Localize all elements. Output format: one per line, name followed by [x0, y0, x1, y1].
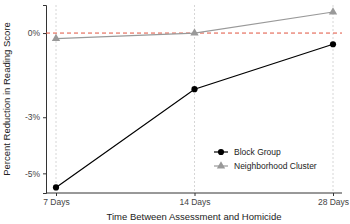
- legend: Block Group Neighborhood Cluster: [214, 147, 317, 171]
- y-tick-mark: [43, 173, 46, 174]
- y-axis: -5% -3% 0%: [25, 6, 47, 194]
- y-tick-label: 0%: [28, 28, 41, 38]
- y-tick: 0%: [28, 28, 46, 38]
- series-line: [56, 44, 333, 187]
- legend-label: Block Group: [234, 147, 281, 157]
- legend-symbol: [218, 149, 224, 155]
- series-line: [56, 12, 333, 39]
- x-tick: 7 Days: [43, 193, 69, 207]
- x-tick-mark: [333, 193, 334, 196]
- legend-label: Neighborhood Cluster: [234, 161, 317, 171]
- y-tick: -3%: [25, 112, 46, 122]
- x-tick-mark: [195, 193, 196, 196]
- chart: -5% -3% 0% 7 Days 14 Days 28 Days Time Between…: [0, 0, 350, 224]
- x-tick-label: 14 Days: [179, 197, 210, 207]
- plot-area: [46, 7, 342, 190]
- x-axis-title: Time Between Assessment and Homicide: [107, 211, 282, 222]
- series-marker: [329, 7, 337, 14]
- y-axis-line: [43, 6, 47, 194]
- x-axis: 7 Days 14 Days 28 Days: [43, 193, 349, 207]
- series-marker: [52, 34, 60, 41]
- y-axis-title: Percent Reduction in Reading Score: [1, 22, 12, 176]
- x-tick: 28 Days: [318, 193, 349, 207]
- series-marker: [191, 86, 197, 92]
- y-tick-mark: [43, 33, 46, 34]
- x-tick-label: 7 Days: [43, 197, 69, 207]
- x-axis-line: [46, 193, 342, 194]
- y-tick-mark: [43, 117, 46, 118]
- y-tick-label: -3%: [25, 112, 41, 122]
- y-tick: -5%: [25, 169, 46, 179]
- y-tick-label: -5%: [25, 169, 41, 179]
- x-tick-label: 28 Days: [318, 197, 349, 207]
- series-marker: [53, 184, 59, 190]
- series-marker: [330, 41, 336, 47]
- x-tick: 14 Days: [179, 193, 210, 207]
- x-tick-mark: [56, 193, 57, 196]
- series-marker: [190, 28, 198, 35]
- legend-symbol: [217, 161, 225, 168]
